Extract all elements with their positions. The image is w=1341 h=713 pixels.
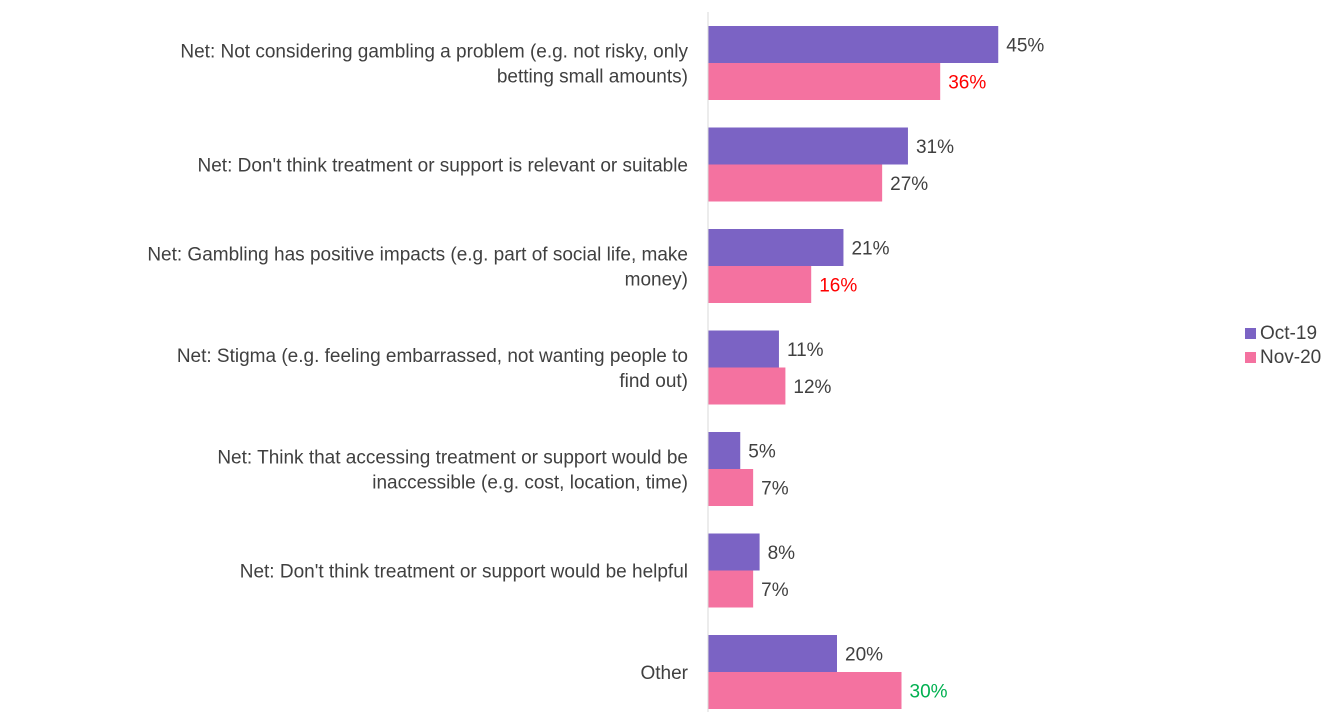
data-label: 8% [768, 543, 796, 564]
bar-oct-19 [708, 26, 998, 63]
bar-oct-19 [708, 534, 760, 571]
data-label: 12% [793, 377, 831, 398]
category-label: Net: Not considering gambling a problem … [180, 42, 688, 88]
data-label: 36% [948, 73, 986, 94]
legend-swatch [1245, 352, 1256, 363]
data-label: 7% [761, 479, 789, 500]
category-label: Net: Don't think treatment or support wo… [240, 562, 688, 583]
bars-group [708, 26, 998, 709]
data-label: 30% [910, 682, 948, 703]
data-label: 7% [761, 580, 789, 601]
data-label: 5% [748, 442, 776, 463]
category-label: Net: Think that accessing treatment or s… [217, 448, 688, 494]
legend-swatch [1245, 328, 1256, 339]
category-label: Other [640, 663, 688, 684]
bar-nov-20 [708, 63, 940, 100]
bar-oct-19 [708, 331, 779, 368]
data-label: 21% [851, 239, 889, 260]
bar-nov-20 [708, 165, 882, 202]
bar-nov-20 [708, 266, 811, 303]
bar-nov-20 [708, 469, 753, 506]
category-label: Net: Gambling has positive impacts (e.g.… [147, 245, 688, 291]
bar-oct-19 [708, 635, 837, 672]
data-label: 27% [890, 174, 928, 195]
bar-oct-19 [708, 128, 908, 165]
bar-nov-20 [708, 672, 902, 709]
category-label: Net: Stigma (e.g. feeling embarrassed, n… [177, 346, 688, 392]
data-label: 45% [1006, 36, 1044, 57]
category-label: Net: Don't think treatment or support is… [198, 156, 688, 177]
data-label: 31% [916, 137, 954, 158]
data-label: 11% [787, 340, 824, 361]
bar-oct-19 [708, 229, 843, 266]
legend-label: Oct-19 [1260, 323, 1317, 344]
data-label: 16% [819, 276, 857, 297]
bar-nov-20 [708, 571, 753, 608]
legend-label: Nov-20 [1260, 347, 1321, 368]
data-label: 20% [845, 645, 883, 666]
legend: Oct-19 Nov-20 [1245, 323, 1321, 368]
bar-oct-19 [708, 432, 740, 469]
bar-nov-20 [708, 368, 785, 405]
category-labels: Net: Not considering gambling a problem … [147, 42, 688, 685]
